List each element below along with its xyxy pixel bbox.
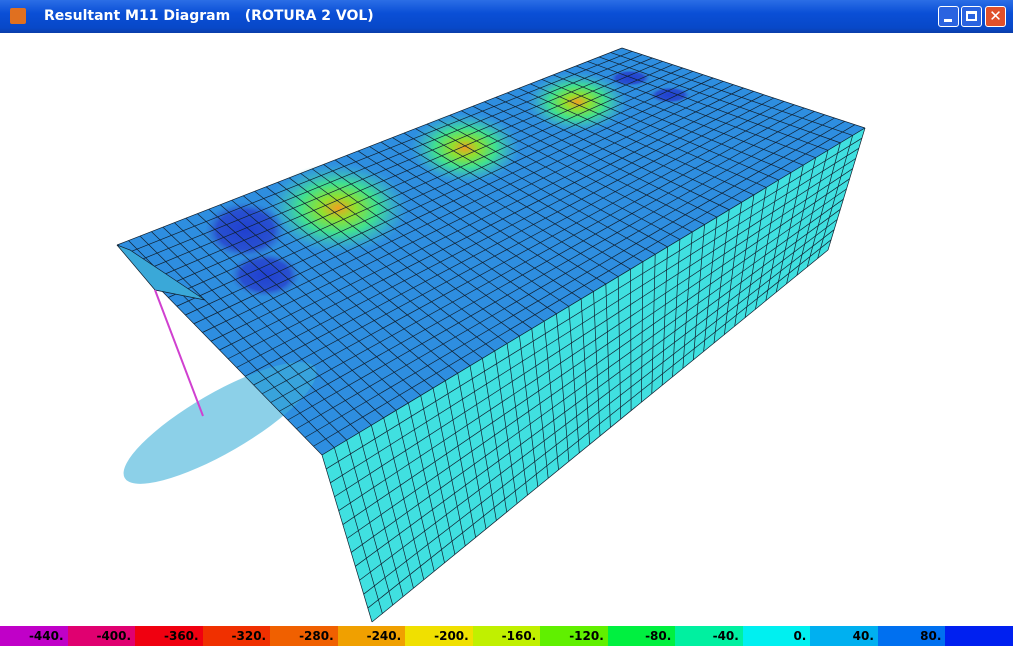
legend-cell: -240. (338, 626, 406, 646)
legend-cell: 40. (810, 626, 878, 646)
maximize-button[interactable] (961, 6, 982, 27)
legend-cell: -120. (540, 626, 608, 646)
legend-cell (945, 626, 1013, 646)
model-view (0, 33, 1013, 626)
legend-cell: 0. (743, 626, 811, 646)
stress-low (205, 202, 285, 258)
app-icon (10, 8, 26, 24)
legend-cell: -360. (135, 626, 203, 646)
minimize-button[interactable] (938, 6, 959, 27)
legend-cell: -320. (203, 626, 271, 646)
legend-cell: -40. (675, 626, 743, 646)
legend-cell: -440. (0, 626, 68, 646)
mesh (110, 48, 865, 622)
legend-cell: -80. (608, 626, 676, 646)
legend-cell: -280. (270, 626, 338, 646)
close-button[interactable]: ✕ (985, 6, 1006, 27)
legend-cell: -400. (68, 626, 136, 646)
window: Resultant M11 Diagram (ROTURA 2 VOL) ✕ -… (0, 0, 1013, 646)
window-title: Resultant M11 Diagram (ROTURA 2 VOL) (44, 8, 374, 24)
stress-hotspot (268, 163, 408, 253)
legend-cell: -200. (405, 626, 473, 646)
color-legend: -440.-400.-360.-320.-280.-240.-200.-160.… (0, 626, 1013, 646)
title-bar: Resultant M11 Diagram (ROTURA 2 VOL) ✕ (0, 0, 1013, 33)
legend-cell: -160. (473, 626, 541, 646)
legend-cell: 80. (878, 626, 946, 646)
